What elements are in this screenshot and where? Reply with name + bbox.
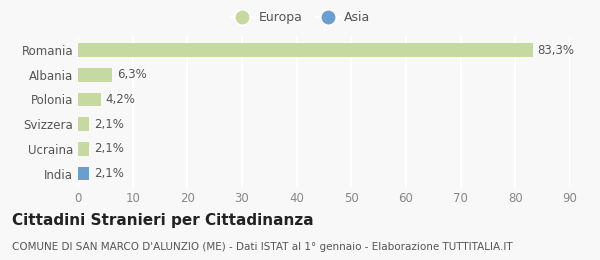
Bar	[78, 167, 89, 180]
Bar	[78, 117, 89, 131]
Bar	[78, 68, 112, 82]
Text: 4,2%: 4,2%	[106, 93, 135, 106]
Bar	[78, 142, 89, 156]
Text: 6,3%: 6,3%	[117, 68, 146, 81]
Text: 83,3%: 83,3%	[538, 43, 575, 56]
Text: 2,1%: 2,1%	[94, 142, 124, 155]
Text: 2,1%: 2,1%	[94, 118, 124, 131]
Text: COMUNE DI SAN MARCO D'ALUNZIO (ME) - Dati ISTAT al 1° gennaio - Elaborazione TUT: COMUNE DI SAN MARCO D'ALUNZIO (ME) - Dat…	[12, 242, 512, 252]
Bar	[78, 93, 101, 106]
Text: Cittadini Stranieri per Cittadinanza: Cittadini Stranieri per Cittadinanza	[12, 213, 314, 228]
Text: 2,1%: 2,1%	[94, 167, 124, 180]
Legend: Europa, Asia: Europa, Asia	[225, 6, 375, 29]
Bar	[78, 43, 533, 57]
